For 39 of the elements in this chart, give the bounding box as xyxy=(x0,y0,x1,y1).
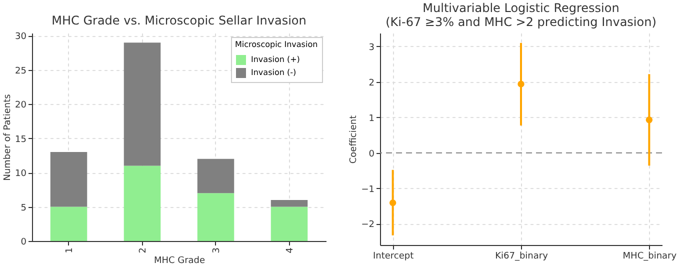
x-tick-label: 3 xyxy=(212,248,222,254)
bar xyxy=(197,193,234,241)
x-axis-title: MHC Grade xyxy=(154,256,206,266)
bar xyxy=(50,206,88,241)
y-tick-label: 0 xyxy=(20,238,27,248)
legend-label: Invasion (+) xyxy=(251,55,300,64)
y-tick-label: 0 xyxy=(368,149,375,160)
y-tick-label: 3 xyxy=(368,42,374,53)
x-tick-label: Intercept xyxy=(372,252,414,262)
x-tick-label: MHC_binary xyxy=(622,252,678,262)
y-tick-label: 25 xyxy=(15,66,26,76)
bar xyxy=(197,158,234,194)
chart-title: Multivariable Logistic Regression (Ki-67 ≥3% and MHC >2 predicting Invasion) xyxy=(386,1,656,29)
y-tick-label: −2 xyxy=(361,220,374,230)
bar xyxy=(50,152,88,207)
x-tick-label: Ki67_binary xyxy=(495,252,549,262)
bar xyxy=(270,206,308,241)
x-tick-label: 1 xyxy=(64,248,75,254)
bar xyxy=(124,166,161,241)
point xyxy=(518,80,524,88)
bar xyxy=(270,200,308,207)
legend-title: Microscopic Invasion xyxy=(235,40,318,49)
y-tick-label: −1 xyxy=(361,184,374,195)
point xyxy=(389,199,396,206)
point xyxy=(646,116,653,124)
y-tick-label: 30 xyxy=(15,32,27,42)
y-tick-label: 1 xyxy=(368,114,374,124)
y-tick-label: 15 xyxy=(15,134,26,145)
x-tick-label: 4 xyxy=(285,247,296,254)
x-tick-label: 2 xyxy=(138,248,148,254)
y-tick-label: 5 xyxy=(20,203,26,214)
y-axis-title: Number of Patients xyxy=(3,94,14,181)
y-axis-title: Coefficient xyxy=(349,114,360,164)
y-tick-label: 20 xyxy=(15,100,27,111)
y-tick-label: 10 xyxy=(15,169,27,180)
bar xyxy=(124,42,161,166)
chart-title: MHC Grade vs. Microscopic Sellar Invasion xyxy=(52,14,306,28)
y-tick-label: 2 xyxy=(368,78,374,88)
legend-label: Invasion (-) xyxy=(251,68,296,77)
